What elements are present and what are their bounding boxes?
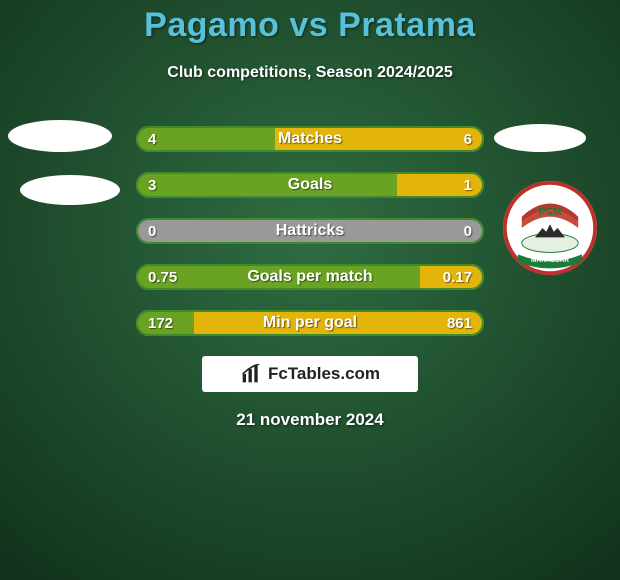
watermark-text: FcTables.com — [268, 364, 380, 384]
svg-text:MAKASSAR: MAKASSAR — [531, 257, 569, 264]
bars-icon — [240, 364, 262, 384]
footer-date: 21 november 2024 — [0, 410, 620, 430]
stat-label: Min per goal — [136, 314, 484, 332]
stat-row: Min per goal172 861 — [0, 310, 620, 336]
page-title: Pagamo vs Pratama — [0, 6, 620, 45]
title-right: Pratama — [338, 6, 476, 44]
title-left: Pagamo — [144, 6, 279, 44]
stat-value-left: 172 — [148, 315, 173, 332]
stat-label: Goals — [136, 176, 484, 194]
stat-value-right: 1 — [464, 177, 472, 194]
svg-text:PSM: PSM — [539, 207, 561, 218]
watermark: FcTables.com — [202, 356, 418, 392]
stat-value-left: 4 — [148, 131, 156, 148]
stat-row: Hattricks0 0 — [0, 218, 620, 244]
stat-value-right: 0.17 — [443, 269, 472, 286]
subtitle: Club competitions, Season 2024/2025 — [0, 64, 620, 82]
comparison-infographic: Pagamo vs Pratama Club competitions, Sea… — [0, 0, 620, 580]
stat-label: Goals per match — [136, 268, 484, 286]
stat-value-left: 0.75 — [148, 269, 177, 286]
stat-row: Goals per match0.75 0.17 — [0, 264, 620, 290]
stat-value-left: 0 — [148, 223, 156, 240]
stat-label: Matches — [136, 130, 484, 148]
stat-value-left: 3 — [148, 177, 156, 194]
background — [0, 0, 620, 580]
stat-value-right: 0 — [464, 223, 472, 240]
title-vs: vs — [289, 6, 328, 44]
stat-value-right: 6 — [464, 131, 472, 148]
stat-value-right: 861 — [447, 315, 472, 332]
stat-row: Goals3 1 — [0, 172, 620, 198]
stat-label: Hattricks — [136, 222, 484, 240]
stat-row: Matches4 6 — [0, 126, 620, 152]
